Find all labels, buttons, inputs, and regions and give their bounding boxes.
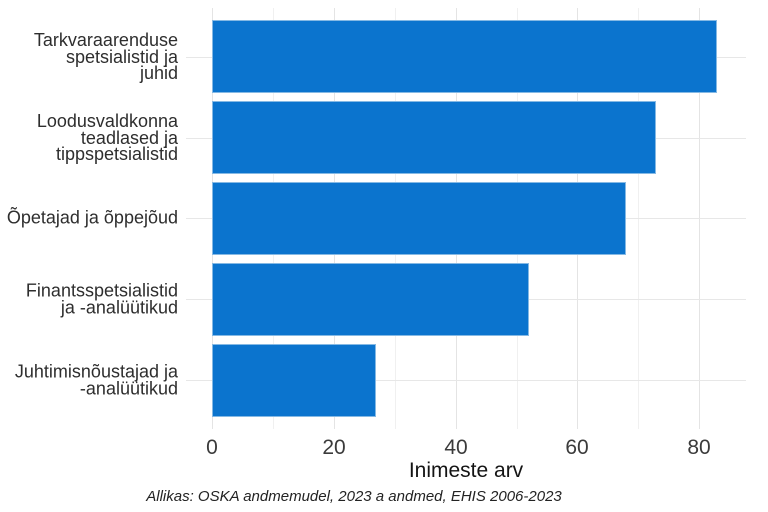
category-label-line: -analüütikud (79, 378, 178, 398)
category-label-line: ja -analüütikud (60, 297, 178, 317)
category-label-line: Finantsspetsialistid (25, 280, 178, 301)
category-label: Loodusvaldkonna teadlased ja tippspetsiali… (0, 111, 178, 165)
x-tick-label: 40 (444, 436, 468, 459)
category-label-line: Tarkvaraarenduse (33, 30, 178, 51)
x-tick-label: 0 (206, 436, 218, 459)
category-label-line: Õpetajad ja õppejõud (6, 207, 178, 228)
category-label-line: Juhtimisnõustajad ja (14, 361, 178, 382)
x-tick-label: 60 (565, 436, 589, 459)
x-axis-title: Inimeste arv (408, 459, 524, 482)
bar (212, 182, 627, 255)
category-label: Õpetajad ja õppejõud (0, 207, 178, 228)
category-label-line: spetsialistid ja (65, 46, 178, 67)
source-caption: Allikas: OSKA andmemudel, 2023 a andmed,… (146, 488, 562, 505)
plot-area (186, 8, 746, 429)
category-label-line: teadlased ja (80, 127, 178, 148)
category-label: Juhtimisnõustajad ja -analüütikud (0, 361, 178, 398)
x-tick-label: 80 (687, 436, 711, 459)
bar (212, 20, 718, 93)
category-label: Tarkvaraarenduse spetsialistid ja juhid (0, 30, 178, 84)
category-label-line: tippspetsialistid (55, 144, 178, 165)
bar (212, 101, 657, 174)
bar (212, 344, 377, 417)
category-label-line: Loodusvaldkonna (36, 111, 178, 132)
category-label: Finantsspetsialistid ja -analüütikud (0, 280, 178, 317)
bar (212, 263, 530, 336)
category-label-line: juhid (139, 63, 178, 84)
x-tick-label: 20 (322, 436, 346, 459)
category-gridline (186, 380, 746, 381)
